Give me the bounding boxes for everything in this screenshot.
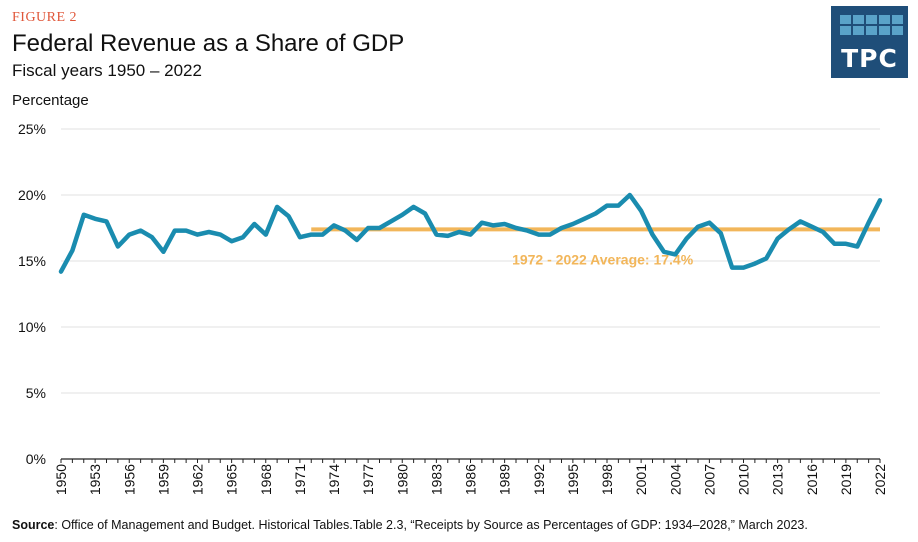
logo-grid-cell <box>840 26 851 35</box>
logo-grid-cell <box>892 26 903 35</box>
source-text: : Office of Management and Budget. Histo… <box>54 518 808 532</box>
series-group <box>58 192 883 274</box>
x-tick-label: 2019 <box>838 464 854 495</box>
x-tick-label: 1956 <box>121 464 137 495</box>
y-tick-label: 15% <box>18 253 46 269</box>
logo-grid-cell <box>866 26 877 35</box>
x-tick-label: 1983 <box>428 464 444 495</box>
x-tick-label: 1953 <box>87 464 103 495</box>
logo-grid-cell <box>892 15 903 24</box>
y-tick-label: 10% <box>18 319 46 335</box>
y-axis-ticks: 0% 5% 10% 15% 20% 25% <box>18 121 46 467</box>
x-tick-label: 1989 <box>497 464 513 495</box>
x-tick-label: 2004 <box>667 464 683 495</box>
x-axis-ticks: 1950 1953 1956 1959 1962 1965 1968 1971 1974 1977… <box>53 459 888 495</box>
x-tick-label: 1974 <box>326 464 342 495</box>
y-axis-label: Percentage <box>12 92 89 109</box>
x-tick-label: 1950 <box>53 464 69 495</box>
logo-grid-cell <box>879 26 890 35</box>
x-tick-label: 2013 <box>770 464 786 495</box>
x-tick-label: 1995 <box>565 464 581 495</box>
x-tick-label: 1971 <box>292 464 308 495</box>
x-tick-label: 1998 <box>599 464 615 495</box>
chart-title: Federal Revenue as a Share of GDP <box>12 30 405 57</box>
logo-grid-cell <box>840 15 851 24</box>
x-tick-label: 1962 <box>190 464 206 495</box>
grid-lines <box>61 128 880 460</box>
source-label: Source <box>12 518 55 532</box>
logo-grid-cell <box>866 15 877 24</box>
x-tick-label: 1986 <box>463 464 479 495</box>
x-tick-label: 1992 <box>531 464 547 495</box>
x-tick-label: 1968 <box>258 464 274 495</box>
x-tick-label: 2016 <box>804 464 820 495</box>
y-tick-label: 20% <box>18 187 46 203</box>
figure-label: FIGURE 2 <box>12 10 78 25</box>
y-tick-label: 0% <box>26 451 46 467</box>
source-note: Source: Office of Management and Budget.… <box>12 518 808 532</box>
x-tick-label: 2007 <box>701 464 717 495</box>
logo-grid-cell <box>853 15 864 24</box>
x-tick-label: 1965 <box>224 464 240 495</box>
x-tick-label: 1959 <box>155 464 171 495</box>
revenue-series-line <box>58 192 883 274</box>
average-line-group: 1972 - 2022 Average: 17.4% <box>311 227 880 267</box>
chart-subtitle: Fiscal years 1950 – 2022 <box>12 61 202 80</box>
x-tick-label: 1977 <box>360 464 376 495</box>
logo-grid-cell <box>879 15 890 24</box>
x-tick-label: 2010 <box>736 464 752 495</box>
x-tick-label: 1980 <box>394 464 410 495</box>
x-tick-label: 2001 <box>633 464 649 495</box>
logo-text: TPC <box>841 44 898 73</box>
average-label: 1972 - 2022 Average: 17.4% <box>512 251 694 267</box>
y-tick-label: 5% <box>26 385 46 401</box>
tpc-logo: TPC <box>831 6 908 78</box>
logo-grid-cell <box>853 26 864 35</box>
y-tick-label: 25% <box>18 121 46 137</box>
x-tick-label: 2022 <box>872 464 888 495</box>
